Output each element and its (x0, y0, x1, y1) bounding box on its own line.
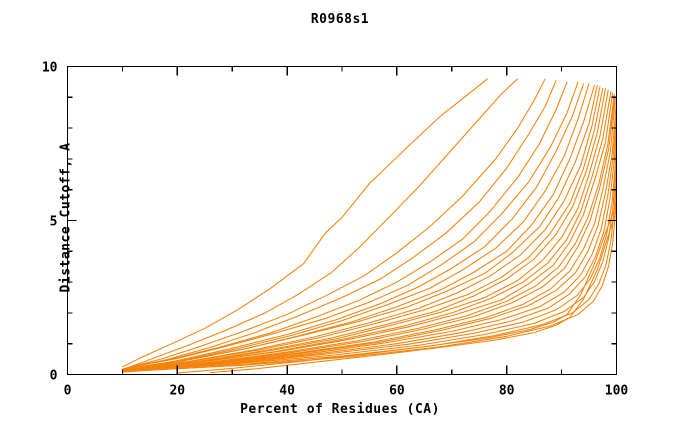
data-curve (177, 198, 618, 374)
data-curve (127, 81, 579, 369)
data-curve (125, 95, 616, 372)
data-curve (125, 118, 618, 372)
data-series-group (122, 78, 618, 374)
data-curve (122, 155, 618, 373)
page-title: R0968s1 (310, 12, 370, 27)
data-curve (125, 83, 590, 370)
data-curve (127, 92, 614, 370)
data-curve (125, 89, 609, 371)
data-curve (210, 205, 618, 374)
data-curve (122, 83, 585, 371)
data-curve (125, 161, 618, 372)
data-curve (122, 87, 607, 372)
data-curve (125, 87, 604, 371)
data-curve (122, 128, 618, 373)
x-tick-label: 20 (169, 384, 185, 399)
y-tick-label: 0 (50, 369, 58, 384)
axes-group (66, 65, 618, 376)
data-curve (122, 109, 618, 372)
y-tick-label: 10 (42, 61, 58, 76)
x-tick-label: 80 (499, 384, 515, 399)
data-curve (122, 97, 616, 372)
x-axis-label: Percent of Residues (CA) (240, 402, 440, 417)
x-tick-label: 60 (389, 384, 405, 399)
data-curve (125, 100, 618, 372)
data-curve (122, 86, 601, 372)
data-curve (122, 78, 488, 368)
data-curve (122, 94, 615, 372)
y-tick-label: 5 (50, 215, 58, 230)
data-curve (127, 84, 598, 369)
data-curve (127, 78, 519, 369)
data-curve (125, 78, 546, 369)
data-curve (122, 84, 596, 371)
data-curve (125, 81, 568, 369)
x-tick-label: 100 (605, 384, 629, 399)
data-curve (122, 91, 612, 372)
x-tick-label: 0 (64, 384, 72, 399)
data-curve (122, 80, 557, 370)
tick-labels-group: 0 20 40 60 80 100 0 5 10 (42, 61, 629, 399)
y-axis-label: Distance Cutoff, A (58, 142, 74, 293)
x-tick-label: 40 (279, 384, 295, 399)
